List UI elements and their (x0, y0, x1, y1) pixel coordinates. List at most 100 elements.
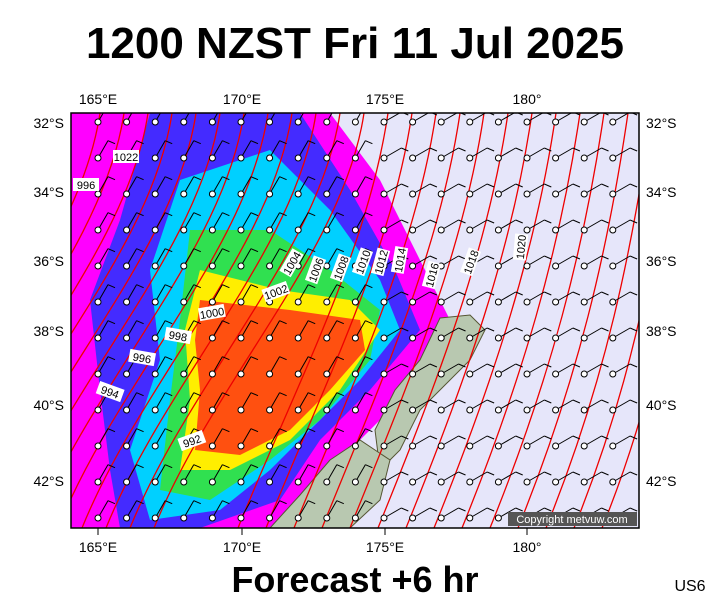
barb-feather (429, 291, 438, 296)
isobar (405, 113, 533, 528)
station (266, 334, 274, 342)
barb-feather (279, 464, 287, 469)
isobar-label: 996 (73, 178, 99, 192)
barb-feather (107, 248, 116, 253)
station (151, 298, 159, 306)
station (380, 334, 388, 342)
copyright: Copyright metvuw.com (516, 514, 627, 526)
barb-feather (601, 147, 609, 152)
station (151, 514, 159, 522)
station (180, 370, 188, 378)
station (494, 262, 502, 270)
barb-feather (365, 140, 373, 145)
station (180, 406, 188, 414)
barb-feather (107, 212, 116, 217)
barb-feather (429, 147, 438, 152)
station (580, 298, 588, 306)
station (380, 190, 388, 198)
station (208, 334, 216, 342)
barb-feather (572, 363, 581, 368)
station (466, 226, 474, 234)
barb-feather (308, 392, 316, 397)
isobar (433, 113, 557, 528)
isobar-label-text: 1014 (393, 247, 409, 273)
station (151, 442, 159, 450)
isobar (545, 191, 639, 528)
barb-feather (165, 392, 173, 397)
station (323, 298, 331, 306)
station (94, 226, 102, 234)
barb-feather (429, 363, 438, 368)
isobar (71, 113, 197, 374)
barb-feather (429, 327, 438, 332)
barb-feather (572, 291, 581, 296)
lat-label-left: 32°S (33, 115, 64, 131)
station (237, 190, 245, 198)
station (351, 514, 359, 522)
station (151, 154, 159, 162)
station (466, 334, 474, 342)
isobar-label-box (329, 253, 352, 283)
station (351, 406, 359, 414)
barb-feather (279, 500, 287, 505)
station (552, 226, 560, 234)
isobar-label: 994 (95, 380, 125, 403)
station (466, 118, 474, 126)
barb-feather (336, 176, 344, 181)
station (523, 118, 531, 126)
station (237, 262, 245, 270)
station (609, 298, 617, 306)
isobar-label-text: 998 (168, 329, 188, 344)
station (552, 118, 560, 126)
station (437, 190, 445, 198)
station (580, 406, 588, 414)
isobar-label-box (128, 348, 157, 367)
barb-feather (629, 183, 638, 188)
barb-feather (165, 212, 173, 217)
station (180, 154, 188, 162)
isobar (573, 317, 639, 528)
barb-feather (486, 435, 495, 440)
station (180, 118, 188, 126)
station (351, 370, 359, 378)
barb-feather (193, 464, 201, 469)
barb-feather (629, 435, 638, 440)
barb-feather (308, 500, 316, 505)
station (180, 190, 188, 198)
station (523, 154, 531, 162)
barb-feather (336, 248, 344, 253)
isobar (489, 113, 605, 528)
station (94, 154, 102, 162)
barb-feather (601, 363, 609, 368)
station (609, 226, 617, 234)
station (609, 334, 617, 342)
station (552, 262, 560, 270)
barb-feather (107, 464, 116, 469)
station (94, 406, 102, 414)
barb-feather (365, 500, 373, 505)
isobar (349, 113, 485, 528)
barb-feather (308, 320, 316, 325)
isobar-label-text: 996 (77, 180, 95, 192)
station (237, 406, 245, 414)
station (351, 118, 359, 126)
station (580, 118, 588, 126)
station (208, 406, 216, 414)
station (123, 370, 131, 378)
isobar-label: 1020 (512, 233, 529, 261)
barb-feather (193, 320, 201, 325)
barb-feather (365, 176, 373, 181)
barb-feather (136, 284, 144, 289)
barb-feather (486, 507, 495, 512)
station (437, 118, 445, 126)
barb-feather (336, 392, 344, 397)
barb-feather (486, 471, 495, 476)
station (466, 478, 474, 486)
barb-feather (401, 471, 409, 476)
barb-feather (107, 500, 116, 505)
lat-label-left: 42°S (33, 473, 64, 489)
station (437, 478, 445, 486)
barb-feather (336, 212, 344, 217)
station (323, 334, 331, 342)
barb-feather (601, 255, 609, 260)
